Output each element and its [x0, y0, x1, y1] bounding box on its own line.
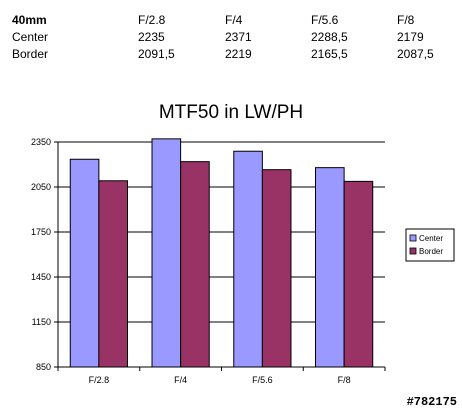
y-tick-label: 1750	[31, 227, 51, 237]
bar-center	[69, 158, 100, 368]
legend: Center Border	[405, 228, 455, 262]
y-tick-label: 2050	[31, 182, 51, 192]
row-label: Center	[12, 30, 49, 44]
x-tick-label: F/2.8	[89, 375, 110, 385]
table-cell: 2288,5	[311, 30, 348, 44]
x-tick-label: F/4	[174, 375, 187, 385]
table-cell: 2179	[397, 30, 424, 44]
legend-label: Center	[419, 234, 443, 243]
table-cell: 2235	[138, 30, 165, 44]
y-tick-label: 1150	[32, 317, 51, 327]
watermark: #782175	[406, 395, 457, 409]
y-tick-label: 1450	[31, 272, 51, 282]
legend-box	[405, 228, 455, 262]
table-row: Center 2235 2371 2288,5 2179	[0, 29, 462, 45]
table-cell: 2219	[225, 47, 252, 61]
aperture-header: F/8	[397, 13, 415, 27]
bar-border	[343, 180, 374, 368]
bar-border	[261, 169, 292, 368]
aperture-header: F/2.8	[138, 13, 166, 27]
bar-center	[315, 167, 345, 368]
aperture-header: F/5.6	[311, 13, 339, 27]
table-cell: 2087,5	[397, 47, 434, 61]
table-header-row: 40mm F/2.8 F/4 F/5.6 F/8	[0, 12, 462, 28]
table-cell: 2371	[225, 30, 252, 44]
axes: 850 1150 1450 1750 2050 2350 F/2.8 F/4 F/5.6 F/8	[31, 137, 386, 385]
bar-border	[180, 161, 210, 368]
bar-center	[151, 138, 182, 368]
table-cell: 2165,5	[311, 47, 348, 61]
y-tick-label: 850	[36, 362, 51, 372]
x-tick-label: F/5.6	[252, 375, 273, 385]
bar-border	[98, 180, 128, 368]
lens-label: 40mm	[12, 13, 47, 27]
legend-swatch	[409, 234, 417, 242]
y-tick-label: 2350	[31, 137, 51, 147]
table-cell: 2091,5	[138, 47, 175, 61]
chart-title: MTF50 in LW/PH	[159, 102, 303, 123]
legend-label: Border	[419, 247, 443, 256]
legend-swatch	[409, 247, 417, 255]
bar-center	[233, 150, 263, 368]
table-row: Border 2091,5 2219 2165,5 2087,5	[0, 46, 462, 62]
aperture-header: F/4	[225, 13, 243, 27]
x-tick-label: F/8	[338, 375, 351, 385]
bars	[69, 138, 374, 368]
row-label: Border	[12, 47, 49, 61]
